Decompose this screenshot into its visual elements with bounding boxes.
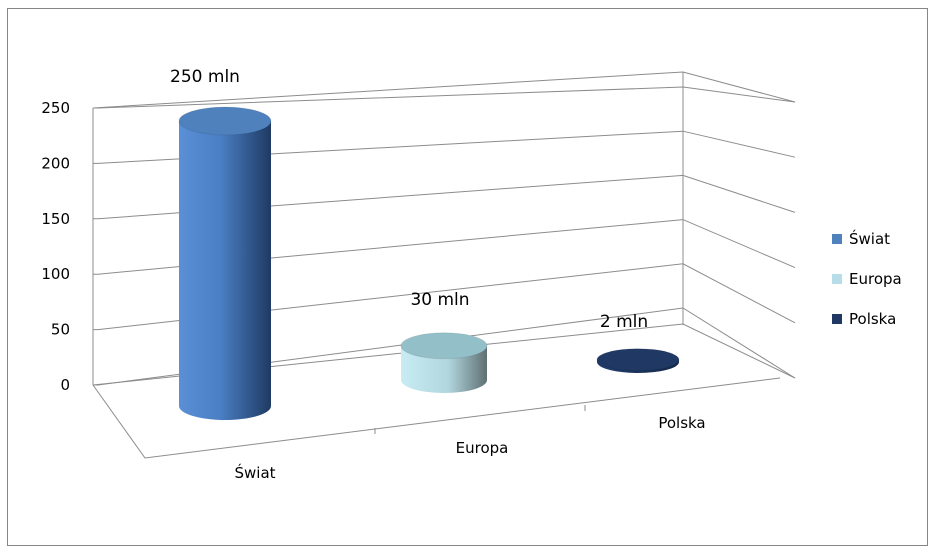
legend-swatch [832, 274, 842, 284]
legend-swatch [832, 234, 842, 244]
gridline [93, 130, 796, 164]
bar-3 [596, 348, 680, 373]
gridline [93, 219, 796, 275]
legend-item: Świat [832, 229, 890, 248]
y-tick-label: 250 [41, 99, 70, 117]
legend-item: Polska [832, 310, 896, 328]
axes [92, 71, 796, 459]
y-tick-label: 100 [41, 265, 70, 283]
top-wall-edge [92, 71, 796, 109]
y-tick-label: 0 [60, 376, 70, 394]
gridline [93, 263, 796, 331]
bars [178, 106, 680, 420]
y-tick-label: 150 [41, 210, 70, 228]
legend-item: Europa [832, 270, 902, 288]
bar-2 [400, 332, 488, 393]
x-axis-categories: Świat Europa Polska [234, 414, 705, 482]
bar-1 [178, 106, 272, 420]
category-label: Polska [658, 414, 705, 432]
gridline [93, 174, 796, 220]
legend-label: Polska [849, 310, 896, 328]
data-labels: 250 mln 30 mln 2 mln [170, 67, 648, 332]
y-tick-label: 50 [51, 321, 70, 339]
category-label: Świat [234, 463, 275, 482]
gridline [93, 86, 796, 109]
y-axis-ticks: 0 50 100 150 200 250 [41, 99, 70, 394]
data-label: 2 mln [600, 312, 648, 332]
x-axis-line [92, 377, 781, 459]
legend-swatch [832, 314, 842, 324]
legend-label: Świat [849, 229, 890, 248]
data-label: 30 mln [410, 290, 469, 310]
category-label: Europa [456, 439, 509, 457]
legend: Świat Europa Polska [832, 229, 902, 328]
y-tick-label: 200 [41, 154, 70, 172]
data-label: 250 mln [170, 67, 240, 87]
legend-label: Europa [849, 270, 902, 288]
